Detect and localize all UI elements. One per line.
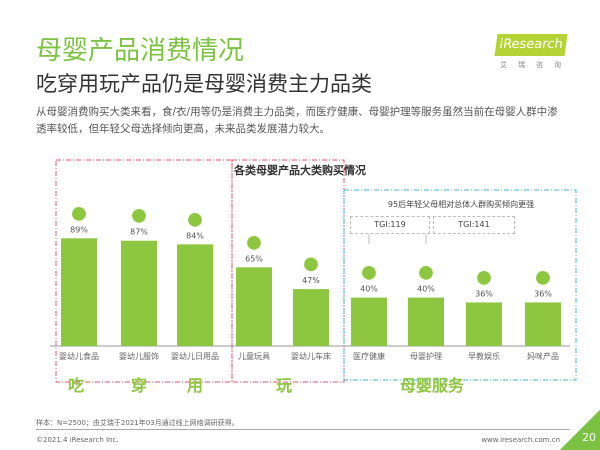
- category-label: 婴幼儿日用品: [171, 351, 219, 361]
- value-label: 36%: [534, 289, 552, 298]
- category-label: 医疗健康: [353, 351, 385, 361]
- group-label-services: 母婴服务: [400, 376, 465, 395]
- value-label: 36%: [475, 289, 493, 298]
- teddy-bear-icon: ●: [246, 231, 262, 252]
- page-number: 20: [582, 431, 596, 444]
- bar-婴幼儿服饰: [121, 240, 157, 346]
- group-label-use: 用: [187, 376, 204, 395]
- formula-can-icon: ●: [71, 202, 87, 223]
- stroller-icon: ●: [303, 253, 319, 274]
- value-label: 47%: [302, 276, 320, 285]
- source-note: 样本：N=2500；由艾瑞于2021年03月通过线上网络调研获得。: [36, 419, 239, 427]
- mother-icon: ●: [535, 266, 551, 287]
- bar-医疗健康: [351, 297, 387, 346]
- value-label: 87%: [130, 228, 148, 237]
- page-corner: 20: [560, 410, 600, 450]
- group-label-play: 玩: [276, 376, 293, 395]
- category-label: 婴幼儿车床: [291, 351, 331, 361]
- value-label: 65%: [245, 254, 263, 263]
- stethoscope-icon: ●: [361, 262, 377, 283]
- website-link[interactable]: www.iresearch.com.cn: [481, 436, 560, 444]
- bar-早教娱乐: [466, 302, 502, 346]
- bar-儿童玩具: [236, 267, 272, 346]
- bar-母婴护理: [408, 297, 444, 346]
- category-label: 母婴护理: [410, 351, 442, 361]
- copyright: ©2021.4 iResearch Inc.: [36, 436, 119, 444]
- group-label-wear: 穿: [131, 376, 148, 395]
- value-label: 40%: [360, 285, 378, 294]
- description: 从母婴消费购买大类来看，食/衣/用等仍是消费主力品类，而医疗健康、母婴护理等服务…: [36, 106, 558, 135]
- value-label: 84%: [186, 231, 204, 240]
- bar-婴幼儿车床: [293, 289, 329, 346]
- tgi-label-care: TGI:141: [433, 216, 515, 234]
- baby-clothes-icon: ●: [131, 205, 147, 226]
- value-label: 89%: [70, 225, 88, 234]
- bar-婴幼儿食品: [61, 238, 97, 346]
- page-title: 母婴产品消费情况: [36, 36, 245, 66]
- category-label: 妈咪产品: [527, 351, 559, 361]
- bar-妈咪产品: [525, 302, 561, 346]
- tgi-label-medical: TGI:119: [350, 216, 430, 234]
- page-subtitle: 吃穿用玩产品仍是母婴消费主力品类: [36, 72, 372, 96]
- tgi-annotation-title: 95后年轻父母相对总体人群购买倾向更强: [350, 197, 572, 213]
- category-label: 婴幼儿服饰: [119, 351, 159, 361]
- footer-divider: [36, 429, 570, 430]
- logo-subtitle: 艾瑞咨询: [500, 61, 572, 69]
- chart-title: 各类母婴产品大类购买情况: [234, 164, 366, 177]
- baby-bottle-icon: ●: [187, 208, 203, 229]
- value-label: 40%: [417, 285, 435, 294]
- category-label: 儿童玩具: [238, 351, 270, 361]
- category-label: 早教娱乐: [468, 351, 500, 361]
- bar-婴幼儿日用品: [177, 244, 213, 346]
- nurse-icon: ●: [418, 262, 434, 283]
- category-label: 婴幼儿食品: [59, 351, 99, 361]
- group-box-services: [343, 189, 577, 381]
- education-icon: ●: [476, 266, 492, 287]
- group-label-eat: 吃: [68, 376, 85, 395]
